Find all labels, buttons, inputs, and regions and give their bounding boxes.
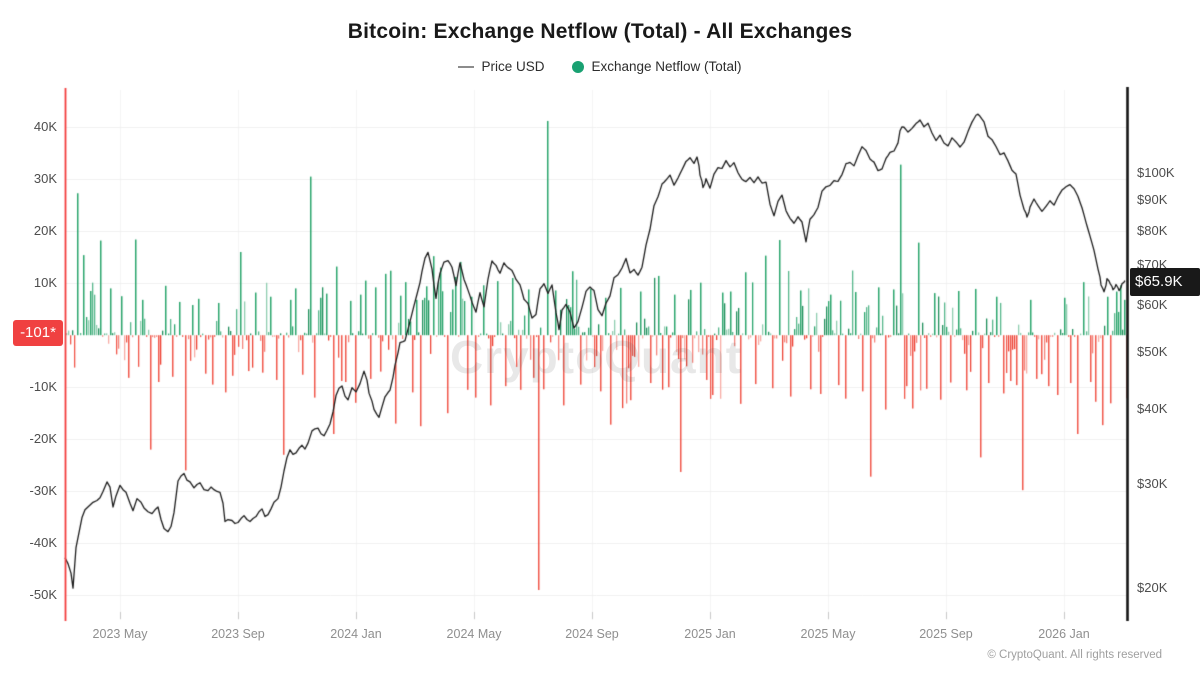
x-axis-tick-label: 2024 Jan (330, 627, 382, 641)
left-axis-tick-label: 20K (33, 223, 57, 239)
netflow-current-value-badge: -101* (13, 320, 63, 346)
copyright-notice: © CryptoQuant. All rights reserved (987, 649, 1162, 661)
right-axis-tick-label: $30K (1137, 475, 1168, 491)
left-axis-tick-label: 30K (33, 171, 57, 187)
right-axis-tick-label: $60K (1137, 296, 1168, 312)
left-axis-tick-label: -20K (29, 431, 57, 447)
right-axis-tick-label: $90K (1137, 192, 1168, 208)
x-axis-tick-label: 2025 Jan (684, 627, 736, 641)
x-axis-tick-label: 2025 Sep (919, 627, 973, 641)
x-axis-tick-label: 2023 Sep (211, 627, 265, 641)
right-axis-tick-label: $40K (1137, 401, 1168, 417)
left-axis-tick-label: -30K (29, 483, 57, 499)
right-axis-tick-label: $50K (1137, 343, 1168, 359)
left-axis-tick-label: -40K (29, 535, 57, 551)
x-axis-tick-label: 2024 Sep (565, 627, 619, 641)
x-axis-tick-label: 2025 May (800, 627, 856, 641)
right-axis-tick-label: $100K (1137, 165, 1175, 180)
price-current-value-badge: $65.9K (1130, 268, 1200, 296)
left-axis-tick-label: -50K (29, 587, 57, 603)
left-axis-tick-label: -10K (29, 379, 57, 395)
x-axis-tick-label: 2023 May (92, 627, 148, 641)
left-axis-tick-label: 10K (33, 275, 57, 291)
x-axis-tick-label: 2024 May (446, 627, 502, 641)
x-axis-tick-label: 2026 Jan (1038, 627, 1090, 641)
right-axis-tick-label: $20K (1137, 580, 1168, 596)
left-axis-tick-label: 40K (33, 119, 57, 135)
right-axis-tick-label: $80K (1137, 222, 1168, 238)
